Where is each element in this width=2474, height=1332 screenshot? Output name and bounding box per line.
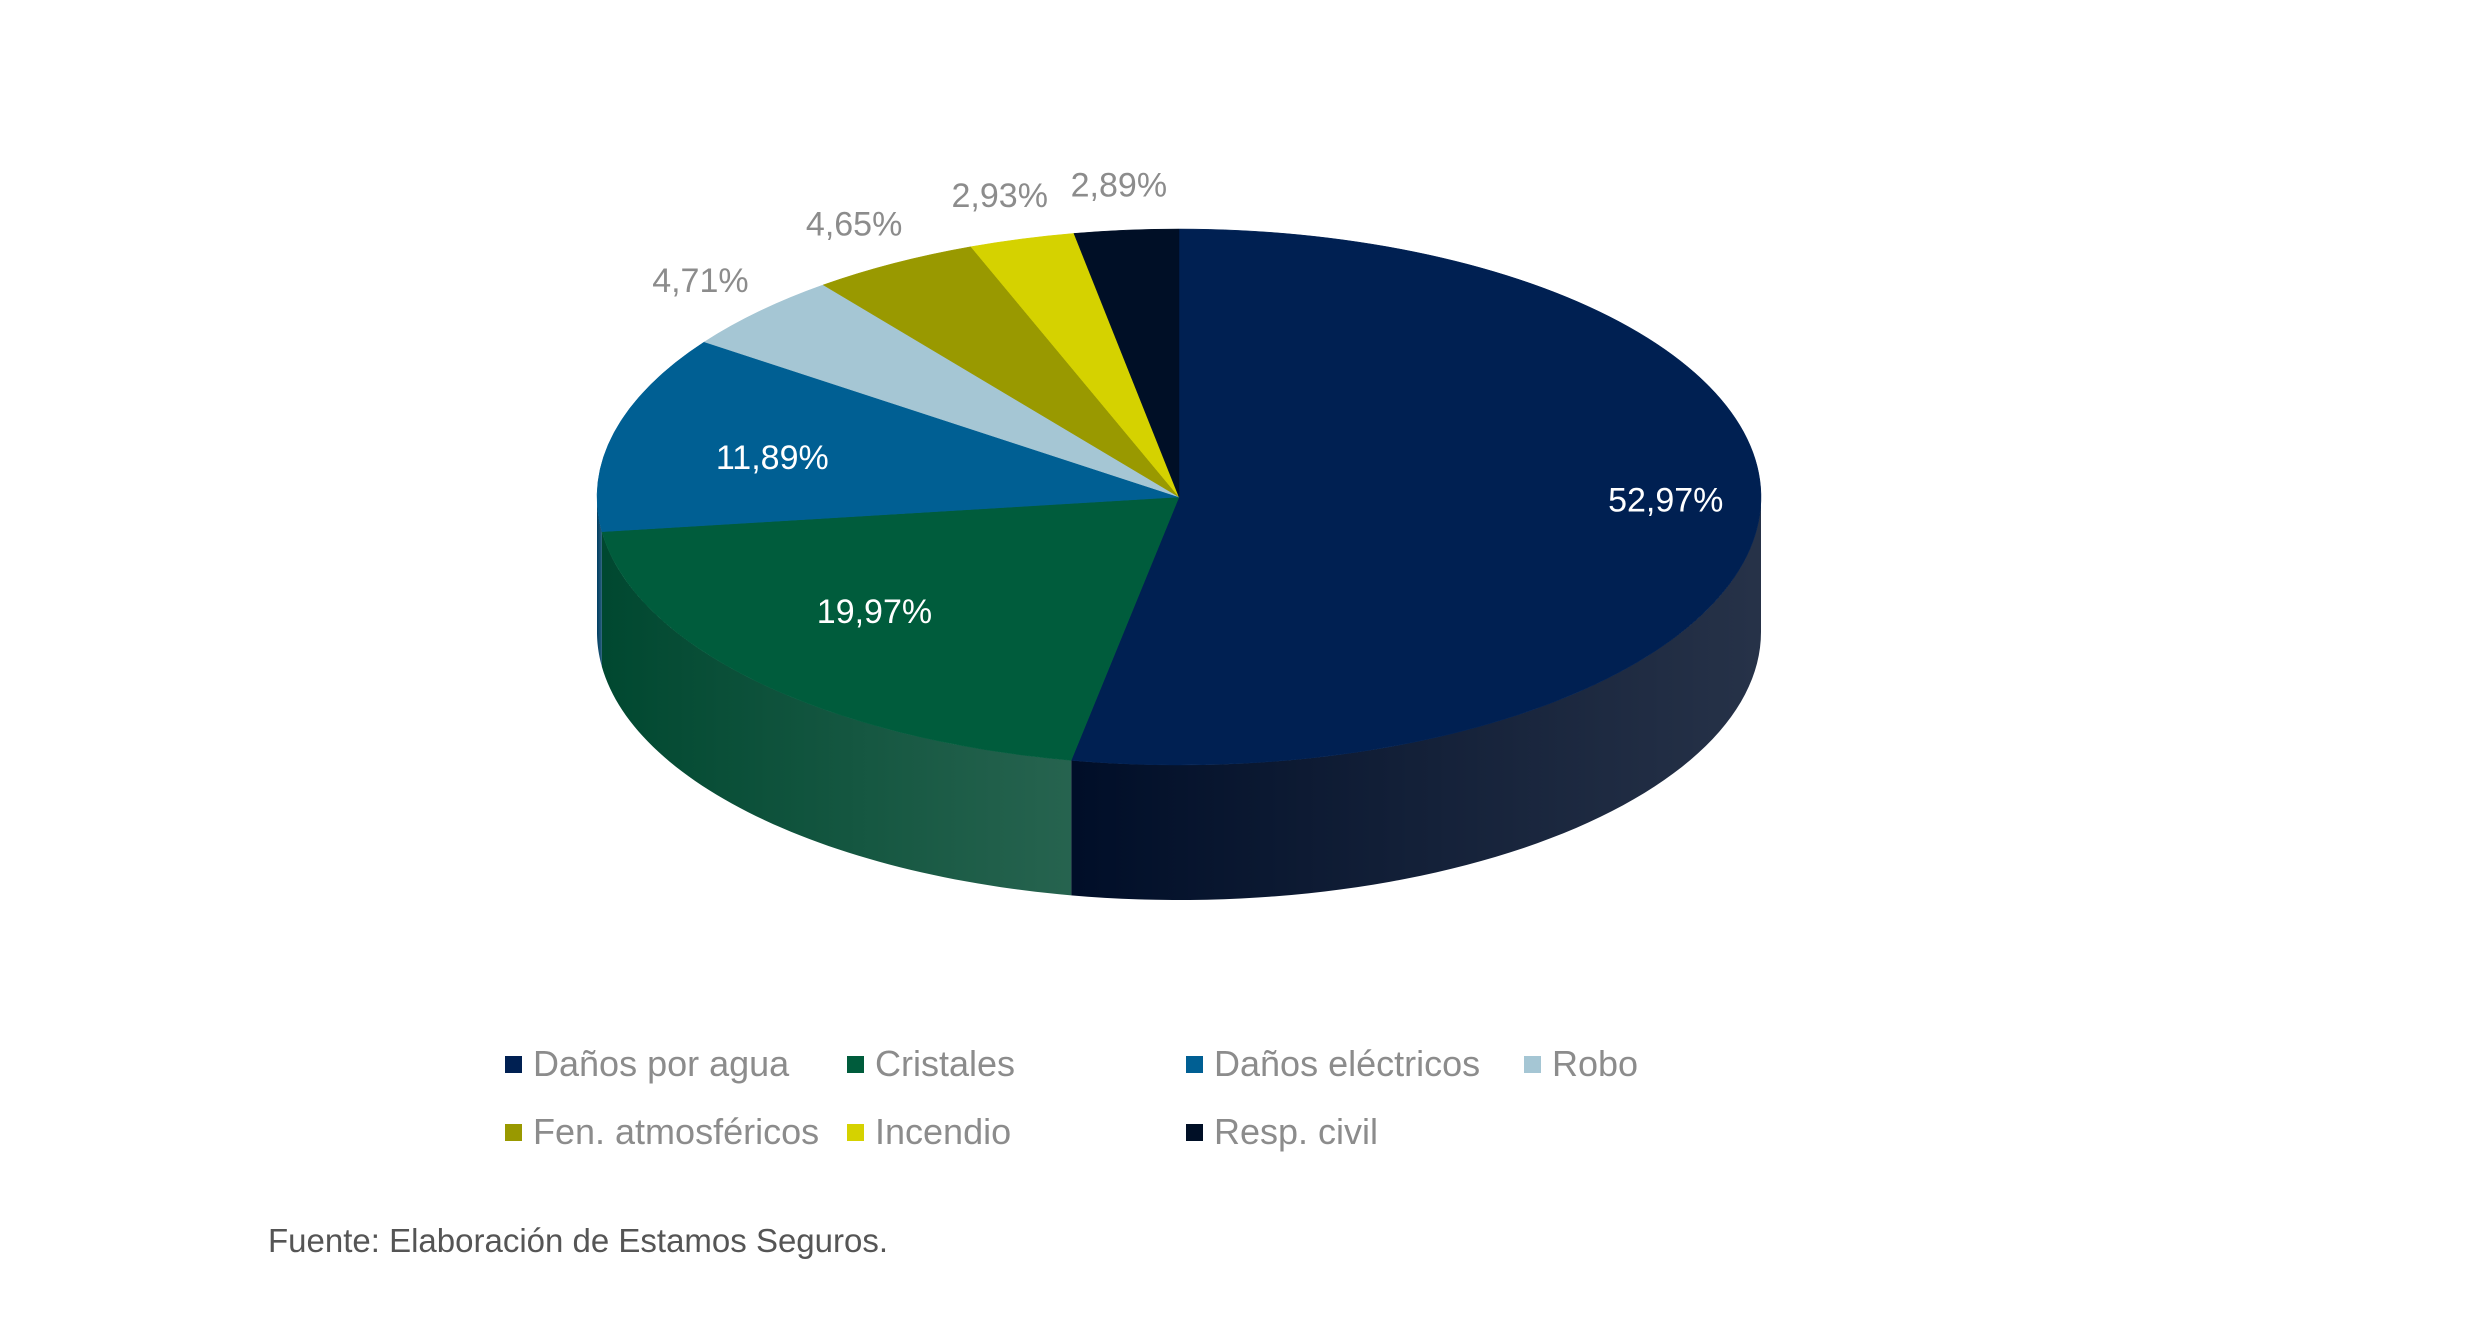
data-label-resp-civil: 2,89% xyxy=(1071,167,1167,205)
legend-item-danos-electricos: Daños eléctricos xyxy=(1186,1043,1524,1085)
legend-item-fen-atmosfericos: Fen. atmosféricos xyxy=(505,1111,847,1153)
legend-label: Cristales xyxy=(875,1043,1016,1084)
legend-swatch xyxy=(847,1123,864,1141)
data-label-incendio: 2,93% xyxy=(952,177,1048,215)
pie-top xyxy=(596,228,1762,766)
data-label-robo: 4,71% xyxy=(652,262,748,300)
legend-swatch xyxy=(1186,1055,1203,1073)
slice-robo xyxy=(703,284,1180,498)
slice-side-danos-electricos xyxy=(597,497,602,667)
data-label-cristales: 19,97% xyxy=(817,593,932,631)
slice-resp-civil xyxy=(1073,228,1180,498)
slice-side-cristales xyxy=(601,531,1072,896)
legend-label: Resp. civil xyxy=(1214,1111,1379,1152)
legend-item-danos-por-agua: Daños por agua xyxy=(505,1043,847,1085)
legend-swatch xyxy=(505,1055,522,1073)
slice-danos-por-agua xyxy=(1070,228,1762,766)
legend-item-cristales: Cristales xyxy=(847,1043,1186,1085)
slice-side-danos-por-agua xyxy=(1071,497,1761,900)
slice-danos-electricos xyxy=(596,341,1180,532)
legend-row: Daños por agua Cristales Daños eléctrico… xyxy=(505,1030,1805,1098)
legend-label: Robo xyxy=(1552,1043,1639,1084)
legend-swatch xyxy=(1524,1055,1541,1073)
legend-label: Fen. atmosféricos xyxy=(533,1111,820,1152)
data-label-fen-atmosfericos: 4,65% xyxy=(806,206,902,244)
slice-fen-atmosfericos xyxy=(822,246,1180,498)
pie-sides xyxy=(597,497,1761,900)
chart-legend: Daños por agua Cristales Daños eléctrico… xyxy=(505,1030,1805,1166)
pie-data-labels: 52,97% 19,97% 11,89% 4,71% 4,65% 2,93% 2,89% xyxy=(652,167,1723,631)
legend-item-resp-civil: Resp. civil xyxy=(1186,1111,1378,1153)
legend-swatch xyxy=(847,1055,864,1073)
legend-item-incendio: Incendio xyxy=(847,1111,1186,1153)
slice-cristales xyxy=(601,496,1180,761)
legend-label: Incendio xyxy=(875,1111,1012,1152)
legend-swatch xyxy=(1186,1123,1203,1141)
data-label-danos-electricos: 11,89% xyxy=(716,439,829,477)
legend-label: Daños eléctricos xyxy=(1214,1043,1481,1084)
data-label-danos-por-agua: 52,97% xyxy=(1608,481,1723,519)
legend-row: Fen. atmosféricos Incendio Resp. civil xyxy=(505,1098,1805,1166)
source-note: Fuente: Elaboración de Estamos Seguros. xyxy=(268,1222,889,1259)
legend-swatch xyxy=(505,1123,522,1141)
legend-label: Daños por agua xyxy=(533,1043,790,1084)
legend-item-robo: Robo xyxy=(1524,1043,1638,1085)
